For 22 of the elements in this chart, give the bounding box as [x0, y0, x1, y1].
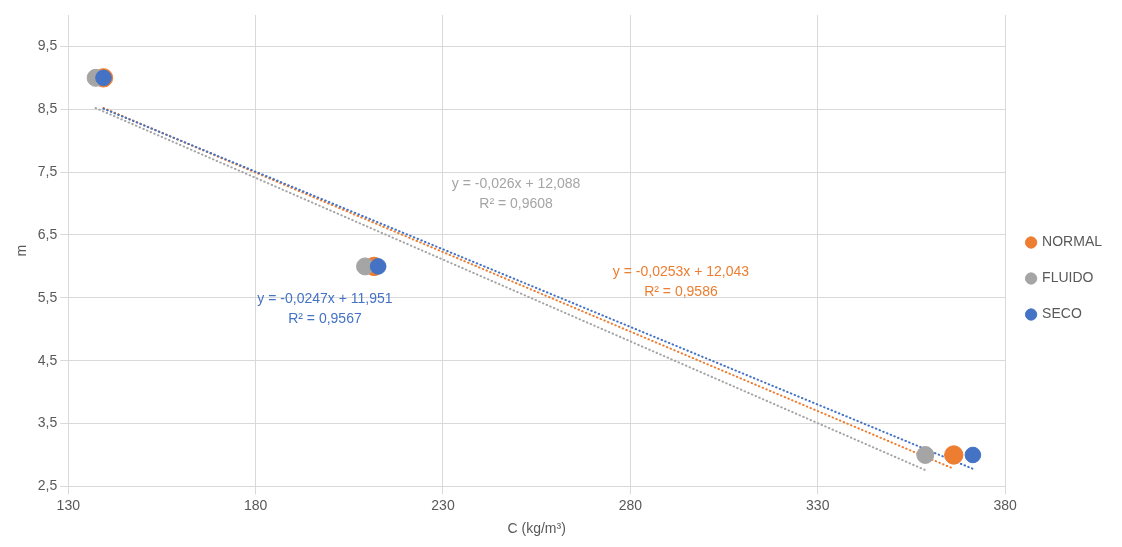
annotation: y = -0,026x + 12,088 R² = 0,9608 — [451, 175, 581, 212]
x-axis-title: C (kg/m³) — [507, 520, 566, 537]
legend-label: FLUIDO — [1042, 269, 1094, 286]
y-tick-label: 3,5 — [37, 414, 58, 431]
y-axis-title: m — [13, 244, 30, 257]
x-tick-label: 380 — [993, 496, 1017, 513]
y-tick-label: 9,5 — [37, 37, 58, 54]
legend-label: SECO — [1042, 305, 1082, 322]
x-tick-label: 180 — [243, 496, 268, 513]
x-tick-label: 230 — [431, 496, 455, 513]
legend-label: NORMAL — [1042, 233, 1103, 250]
y-tick-label: 5,5 — [37, 288, 58, 305]
y-tick-label: 4,5 — [37, 351, 58, 368]
x-tick-label: 130 — [56, 496, 81, 513]
y-tick-label: 2,5 — [37, 477, 58, 494]
y-tick-label: 7,5 — [37, 162, 58, 179]
annotation: y = -0,0253x + 12,043 R² = 0,9586 — [612, 262, 750, 299]
annotation: y = -0,0247x + 11,951 R² = 0,9567 — [257, 290, 393, 327]
x-tick-label: 280 — [618, 496, 643, 513]
y-tick-label: 6,5 — [37, 225, 58, 242]
y-tick-label: 8,5 — [37, 100, 58, 117]
x-tick-label: 330 — [806, 496, 830, 513]
